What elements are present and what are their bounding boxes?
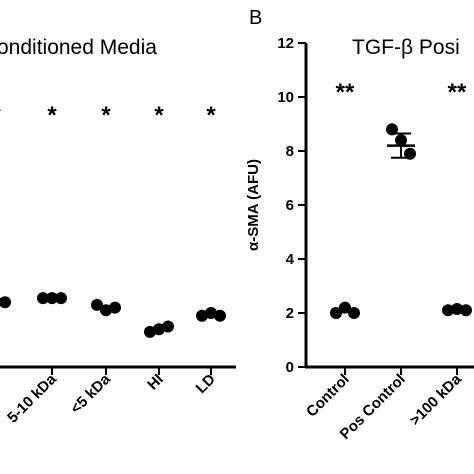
panel-b-y-tick-label: 8 (286, 143, 294, 160)
panel-b-y-tick-label: 2 (286, 305, 294, 322)
panel-a-significance-marker: * (101, 102, 111, 129)
panel-a-data-point (214, 309, 226, 322)
panel-a-data-point (91, 298, 103, 311)
panel-b-y-tick-label: 4 (286, 251, 295, 268)
panel-b-y-axis-label: α-SMA (AFU) (245, 159, 262, 251)
panel-a-category-label: <5 kDa (67, 370, 114, 417)
panel-b-data-point (339, 301, 351, 314)
panel-a-data-point (205, 307, 217, 319)
panel-b-data-point (348, 307, 360, 319)
panel-b: B TGF-β Posi α-SMA (AFU) 0 2 4 6 8 10 12 Contr… (245, 7, 474, 443)
panel-a-data-point (37, 292, 49, 305)
panel-a-title: onditioned Media (0, 36, 157, 59)
panel-b-y-tick-label: 6 (286, 197, 294, 214)
panel-b-data-point (395, 134, 407, 147)
panel-b-data-point (404, 147, 416, 160)
panel-a-data-point (55, 292, 67, 305)
panel-b-y-tick-label: 10 (277, 89, 294, 106)
panel-a-category-label: HI (144, 371, 167, 394)
panel-a-significance-marker: * (206, 102, 216, 129)
panel-b-data-point (460, 304, 472, 317)
panel-b-data-point (330, 307, 342, 319)
panel-b-data-point (386, 123, 398, 136)
panel-a-data-point (144, 325, 156, 338)
panel-a-category-label: LD (193, 371, 219, 397)
panel-a-data-point (109, 301, 121, 314)
panel-a-data-point (100, 304, 112, 317)
panel-a-significance-marker: * (154, 102, 164, 129)
panel-a-significance-marker: * (0, 102, 1, 129)
panel-a-data-point (46, 292, 58, 305)
panel-a-significance-marker: * (47, 102, 57, 129)
panel-a-category-label: 5-10 kDa (4, 370, 60, 426)
panel-b-y-tick-label: 12 (277, 35, 294, 52)
panel-a-data-point (153, 323, 165, 336)
panel-a-data-point (196, 309, 208, 322)
panel-b-category-label: Control (303, 371, 353, 421)
panel-a: onditioned Media 5-10 kDa <5 kDa HI LD * * * *… (0, 36, 236, 426)
panel-b-label: B (249, 7, 262, 29)
panel-b-y-tick-label: 0 (286, 359, 294, 376)
panel-b-data-point (442, 304, 454, 317)
panel-b-title: TGF-β Posi (352, 36, 460, 59)
panel-b-category-label: >100 kDa (407, 370, 466, 429)
panel-a-data-point (0, 296, 11, 309)
panel-a-data-point (162, 320, 174, 333)
panel-b-data-point (451, 302, 463, 315)
panel-b-significance-marker: ** (448, 79, 467, 106)
panel-b-significance-marker: ** (336, 79, 355, 106)
